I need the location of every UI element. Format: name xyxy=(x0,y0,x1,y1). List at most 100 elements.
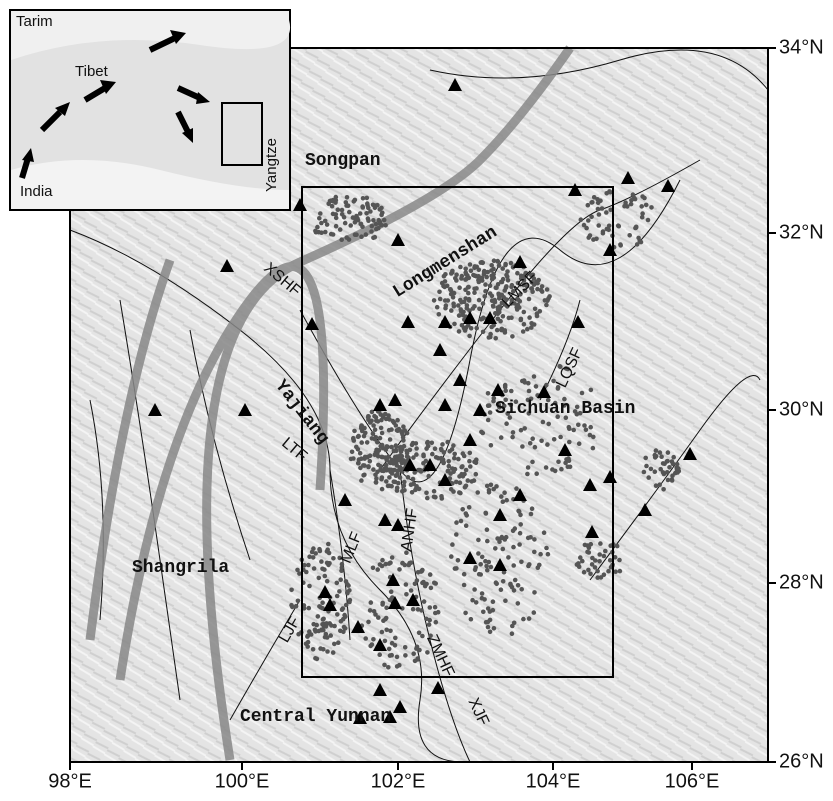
event xyxy=(454,480,459,485)
event xyxy=(313,629,318,634)
event xyxy=(489,263,494,268)
event xyxy=(446,459,451,464)
event xyxy=(510,435,515,440)
event xyxy=(538,552,543,557)
event xyxy=(388,598,393,603)
event xyxy=(481,301,486,306)
event xyxy=(369,229,374,234)
event xyxy=(591,446,596,451)
event xyxy=(545,442,550,447)
event xyxy=(526,465,531,470)
event xyxy=(381,469,386,474)
event xyxy=(441,460,446,465)
event xyxy=(426,444,431,449)
event xyxy=(345,195,350,200)
event xyxy=(518,531,523,536)
event xyxy=(403,428,408,433)
event xyxy=(312,566,317,571)
event xyxy=(501,277,506,282)
event xyxy=(451,295,456,300)
event xyxy=(376,226,381,231)
event xyxy=(671,455,676,460)
event xyxy=(394,423,399,428)
event xyxy=(654,448,659,453)
lon-label: 104°E xyxy=(526,770,581,792)
event xyxy=(584,428,589,433)
event xyxy=(576,561,581,566)
event xyxy=(419,608,424,613)
event xyxy=(378,562,383,567)
event xyxy=(481,431,486,436)
event xyxy=(480,276,485,281)
event xyxy=(618,242,623,247)
event xyxy=(348,598,353,603)
event xyxy=(392,479,397,484)
event xyxy=(525,327,530,332)
event xyxy=(533,445,538,450)
event xyxy=(653,469,658,474)
event xyxy=(472,460,477,465)
event xyxy=(492,626,497,631)
event xyxy=(314,623,319,628)
event xyxy=(467,459,472,464)
event xyxy=(373,473,378,478)
event xyxy=(504,273,509,278)
event xyxy=(338,629,343,634)
event xyxy=(495,328,500,333)
event xyxy=(323,230,328,235)
event xyxy=(371,566,376,571)
event xyxy=(348,223,353,228)
event xyxy=(428,605,433,610)
event xyxy=(320,600,325,605)
event xyxy=(517,542,522,547)
event xyxy=(335,594,340,599)
event xyxy=(390,555,395,560)
event xyxy=(366,465,371,470)
event xyxy=(435,305,440,310)
event xyxy=(516,583,521,588)
event xyxy=(510,334,515,339)
event xyxy=(463,611,468,616)
event xyxy=(499,435,504,440)
region-label: Central Yunnan xyxy=(240,707,391,727)
event xyxy=(359,478,364,483)
inset-label: Tarim xyxy=(16,13,53,30)
event xyxy=(374,222,379,227)
event xyxy=(594,237,599,242)
event xyxy=(289,588,294,593)
event xyxy=(398,453,403,458)
event xyxy=(544,546,549,551)
event xyxy=(504,421,509,426)
event xyxy=(388,629,393,634)
event xyxy=(627,233,632,238)
event xyxy=(618,569,623,574)
event xyxy=(411,477,416,482)
event xyxy=(577,441,582,446)
event xyxy=(436,456,441,461)
event xyxy=(446,469,451,474)
event xyxy=(675,462,680,467)
event xyxy=(586,568,591,573)
event xyxy=(384,479,389,484)
event xyxy=(327,551,332,556)
event xyxy=(362,463,367,468)
event xyxy=(426,474,431,479)
event xyxy=(488,630,493,635)
event xyxy=(519,317,524,322)
event xyxy=(450,542,455,547)
event xyxy=(529,325,534,330)
event xyxy=(389,589,394,594)
event xyxy=(454,532,459,537)
event xyxy=(545,287,550,292)
event xyxy=(558,435,563,440)
event xyxy=(530,436,535,441)
event xyxy=(636,236,641,241)
event xyxy=(503,388,508,393)
event xyxy=(532,537,537,542)
event xyxy=(530,460,535,465)
event xyxy=(567,426,572,431)
event xyxy=(503,263,508,268)
event xyxy=(311,546,316,551)
event xyxy=(296,599,301,604)
event xyxy=(432,495,437,500)
